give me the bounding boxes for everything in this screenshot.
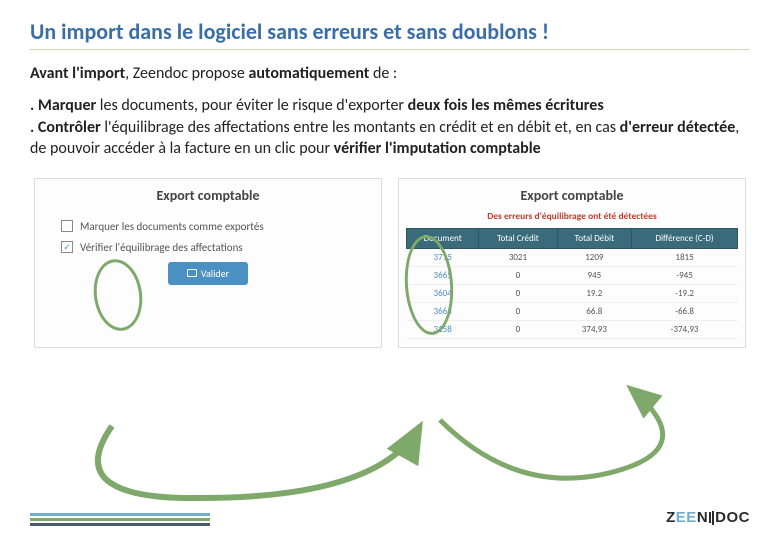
table-row[interactable]: 3715302112091815 — [407, 248, 738, 266]
logo-bar-icon — [709, 512, 711, 523]
folder-icon — [187, 269, 197, 277]
stripe — [30, 513, 210, 516]
cell-document: 3715 — [407, 248, 479, 266]
arrow-right-icon — [440, 388, 663, 478]
cell-document: 3604 — [407, 284, 479, 302]
error-message: Des erreurs d'équilibrage ont été détect… — [399, 210, 745, 222]
page-title: Un import dans le logiciel sans erreurs … — [30, 18, 750, 50]
stripe — [30, 523, 210, 526]
arrow-left-icon — [98, 426, 420, 498]
cell-document: 3158 — [407, 320, 479, 338]
checkbox-row-mark[interactable]: Marquer les documents comme exportés — [61, 220, 355, 233]
logo-bar-icon — [712, 511, 714, 525]
intro-bold-2: automatiquement — [248, 64, 369, 83]
errors-table: Document Total Crédit Total Débit Différ… — [406, 228, 738, 339]
footer-stripes — [30, 513, 210, 526]
col-diff: Différence (C-D) — [632, 228, 738, 248]
cell-value: 374,93 — [557, 320, 632, 338]
intro-bold-1: Avant l'import — [30, 64, 125, 83]
intro-text: Avant l'import, Zeendoc propose automati… — [30, 64, 750, 83]
export-panel-right: Export comptable Des erreurs d'équilibra… — [398, 178, 746, 348]
checkbox-label: Marquer les documents comme exportés — [80, 220, 264, 233]
cell-value: -374,93 — [632, 320, 738, 338]
table-row[interactable]: 31580374,93-374,93 — [407, 320, 738, 338]
panel-right-title: Export comptable — [399, 179, 745, 210]
cell-value: -945 — [632, 266, 738, 284]
stripe — [30, 518, 210, 521]
table-row[interactable]: 36650945-945 — [407, 266, 738, 284]
cell-value: 19.2 — [557, 284, 632, 302]
cell-value: -66.8 — [632, 302, 738, 320]
checkbox-unchecked-icon[interactable] — [61, 220, 73, 232]
cell-document: 3663 — [407, 302, 479, 320]
cell-value: 1209 — [557, 248, 632, 266]
checkbox-row-verify[interactable]: ✓ Vérifier l'équilibrage des affectation… — [61, 241, 355, 254]
panel-left-title: Export comptable — [35, 179, 381, 210]
table-row[interactable]: 3663066.8-66.8 — [407, 302, 738, 320]
cell-value: 0 — [479, 320, 557, 338]
validate-button[interactable]: Valider — [168, 262, 248, 285]
table-header-row: Document Total Crédit Total Débit Différ… — [407, 228, 738, 248]
checkbox-label: Vérifier l'équilibrage des affectations — [80, 241, 243, 254]
zeendoc-logo: ZEENDOC — [666, 509, 750, 526]
cell-value: 1815 — [632, 248, 738, 266]
cell-value: 0 — [479, 284, 557, 302]
col-debit: Total Débit — [557, 228, 632, 248]
footer: ZEENDOC — [30, 509, 750, 526]
cell-value: 0 — [479, 266, 557, 284]
table-row[interactable]: 3604019.2-19.2 — [407, 284, 738, 302]
body-text: . Marquer les documents, pour éviter le … — [30, 95, 750, 160]
col-credit: Total Crédit — [479, 228, 557, 248]
cell-value: 3021 — [479, 248, 557, 266]
panels-row: Export comptable Marquer les documents c… — [30, 178, 750, 348]
cell-value: 945 — [557, 266, 632, 284]
cell-value: -19.2 — [632, 284, 738, 302]
cell-value: 66.8 — [557, 302, 632, 320]
col-document: Document — [407, 228, 479, 248]
cell-value: 0 — [479, 302, 557, 320]
cell-document: 3665 — [407, 266, 479, 284]
export-panel-left: Export comptable Marquer les documents c… — [34, 178, 382, 348]
checkbox-checked-icon[interactable]: ✓ — [61, 241, 73, 253]
